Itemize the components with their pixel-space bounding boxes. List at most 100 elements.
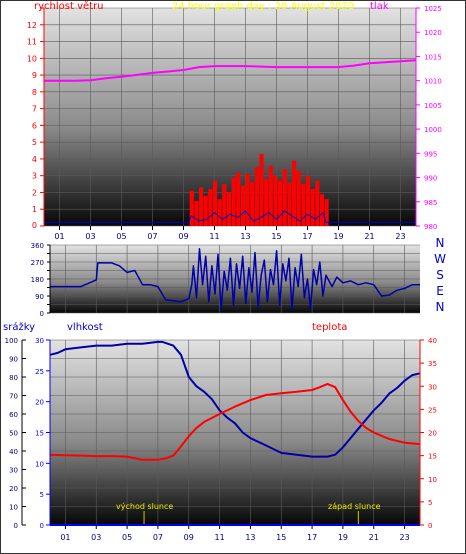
wind-axis-tick-label: 12	[27, 21, 37, 30]
humidity-temperature-grid	[50, 339, 420, 526]
rain-axis-tick-label: 0	[40, 522, 44, 530]
wind-gust-bar	[273, 175, 278, 226]
hour-tick-label: 05	[116, 232, 126, 241]
wind-gust-bar	[194, 200, 199, 226]
pressure-axis-tick-label: 1000	[424, 126, 442, 134]
humidity-axis-tick-label: 80	[9, 374, 18, 382]
wind-gust-bar	[226, 192, 232, 226]
wind-axis-tick-label: 2	[32, 188, 37, 197]
wind-gust-bar	[296, 170, 301, 226]
direction-label-s: S	[436, 268, 444, 282]
direction-axis-tick-label: 270	[31, 259, 44, 267]
hour-tick-label-bottom: 23	[399, 533, 409, 542]
hour-tick-label-bottom: 21	[369, 533, 379, 542]
humidity-axis-tick-label: 20	[9, 485, 18, 493]
direction-axis-tick-label: 90	[35, 293, 44, 301]
temperature-axis-tick-label: 40	[428, 337, 437, 345]
wind-gust-bar	[264, 179, 269, 226]
wind-gust-bar	[301, 184, 306, 226]
humidity-axis-tick-label: 0	[14, 522, 18, 530]
hour-tick-label-bottom: 19	[338, 533, 348, 542]
wind-gust-bars	[189, 153, 329, 226]
wind-direction-panel: 0 90 180 270 360 N W S E N	[31, 236, 446, 318]
wind-axis-tick-label: 9	[32, 71, 37, 80]
wind-gust-bar	[324, 199, 329, 226]
wind-gust-bar	[250, 182, 255, 226]
pressure-axis-tick-label: 1005	[424, 102, 442, 110]
rain-axis-tick-label: 10	[35, 460, 44, 468]
direction-axis-tick-label: 0	[40, 310, 44, 318]
wind-gust-bar	[292, 160, 297, 226]
wind-direction-grid	[50, 244, 420, 314]
humidity-axis-tick-label: 70	[9, 393, 18, 401]
temperature-axis-tick-label: 10	[428, 476, 437, 484]
rain-axis-tick-label: 25	[35, 368, 44, 376]
wind-gust-bar	[315, 180, 320, 226]
wind-gust-bar	[208, 189, 213, 226]
hour-tick-label-bottom: 17	[307, 533, 317, 542]
humidity-axis-tick-label: 30	[9, 467, 18, 475]
humidity-line	[49, 340, 421, 458]
wind-axis-tick-label: 4	[32, 155, 37, 164]
wind-pressure-lines	[44, 59, 417, 224]
pressure-label: tlak	[370, 1, 389, 12]
humidity-axis-tick-label: 90	[9, 356, 18, 364]
wind-gust-bar	[217, 199, 222, 226]
wind-axis-tick-label: 7	[32, 105, 37, 114]
hour-tick-label: 15	[271, 232, 281, 241]
rain-axis-tick-label: 20	[35, 399, 44, 407]
wind-gust-bar	[236, 172, 241, 226]
direction-label-n-top: N	[436, 236, 445, 250]
hour-tick-label: 23	[395, 232, 405, 241]
hour-tick-label-bottom: 11	[214, 533, 224, 542]
hour-tick-label: 17	[302, 232, 312, 241]
hour-tick-label: 09	[178, 232, 188, 241]
wind-pressure-grid	[44, 7, 416, 227]
wind-gust-bar	[305, 175, 311, 226]
wind-gust-bar	[212, 180, 218, 226]
temperature-axis-tick-label: 15	[428, 453, 437, 461]
sun-markers	[143, 511, 359, 525]
pressure-axis-tick-label: 980	[424, 223, 437, 231]
pressure-line	[44, 59, 417, 82]
temperature-axis-tick-label: 35	[428, 360, 437, 368]
wind-gust-bar	[287, 182, 292, 226]
wind-gust-bar	[189, 190, 194, 226]
wind-gust-bar	[245, 174, 250, 226]
temperature-axis-tick-label: 5	[428, 499, 432, 507]
wind-gust-bar	[199, 187, 204, 226]
direction-axis-tick-label: 360	[31, 242, 44, 250]
humidity-axis-tick-label: 40	[9, 448, 18, 456]
humidity-temperature-lines	[49, 340, 421, 526]
wind-direction-line	[50, 248, 420, 310]
wind-pressure-plot-area	[44, 8, 416, 226]
wind-axis-tick-label: 10	[27, 54, 37, 63]
wind-average-line	[44, 210, 416, 224]
sunset-label: západ slunce	[328, 502, 381, 511]
humidity-label: vlhkost	[67, 322, 103, 333]
pressure-axis: 980 985 990 995 1000 1005 1010 1015 1020 1025	[416, 5, 442, 231]
temperature-axis: 0 5 10 15 20 25 30 35 40	[420, 337, 437, 530]
hour-tick-label-bottom: 01	[60, 533, 70, 542]
pressure-axis-tick-label: 1020	[424, 29, 442, 37]
temperature-axis-tick-label: 30	[428, 383, 437, 391]
wind-gust-bar	[259, 153, 264, 226]
pressure-axis-tick-label: 990	[424, 175, 437, 183]
pressure-axis-tick-label: 1010	[424, 78, 442, 86]
hour-tick-label-bottom: 07	[153, 533, 163, 542]
rain-label: srážky	[3, 321, 35, 333]
wind-axis-tick-label: 8	[32, 88, 37, 97]
rain-axis: 0 5 10 15 20 25 30	[35, 337, 50, 530]
wind-gust-bar	[203, 195, 208, 226]
hour-tick-label: 11	[209, 232, 219, 241]
direction-label-e: E	[436, 284, 444, 298]
hour-tick-label: 07	[147, 232, 157, 241]
humidity-axis-tick-label: 10	[9, 504, 18, 512]
humidity-axis-tick-label: 60	[9, 411, 18, 419]
wind-speed-label: rychlost větru	[34, 0, 104, 12]
hour-tick-label: 13	[240, 232, 250, 241]
